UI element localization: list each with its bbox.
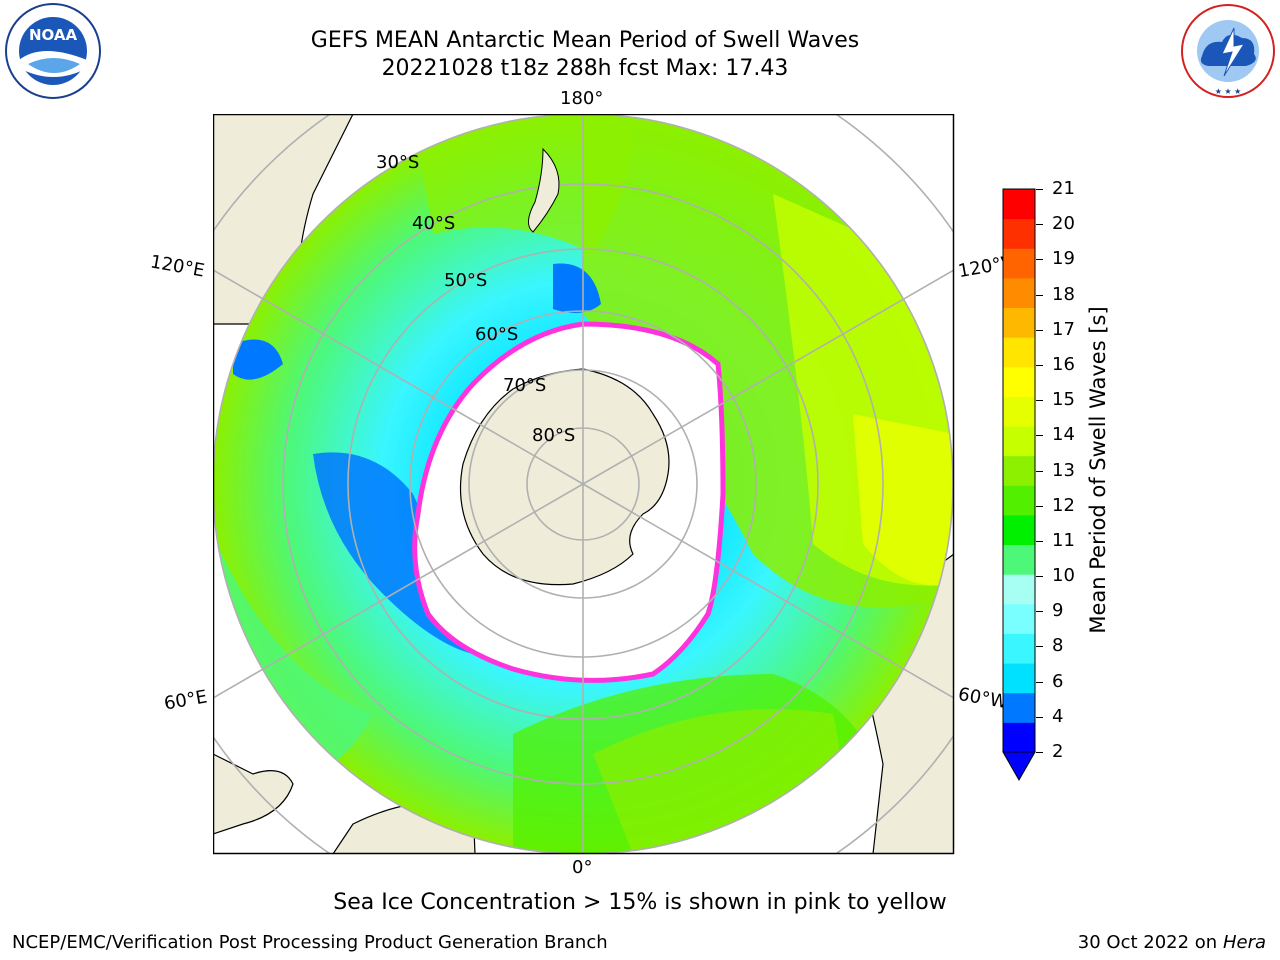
colorbar-band	[1003, 544, 1035, 575]
lon-label-0: 0°	[572, 857, 593, 878]
colorbar-tick-label: 6	[1052, 670, 1064, 692]
colorbar-tick-mark	[1036, 505, 1043, 507]
lon-label-120e: 120°E	[148, 251, 207, 282]
colorbar-tick-mark	[1036, 646, 1043, 648]
colorbar-band	[1003, 189, 1035, 220]
chart-subtitle: 20221028 t18z 288h fcst Max: 17.43	[381, 56, 789, 81]
colorbar-tick-mark	[1036, 400, 1043, 402]
lat-label-80s: 80°S	[532, 425, 576, 446]
colorbar-band	[1003, 337, 1035, 368]
colorbar-tick-label: 19	[1052, 248, 1075, 270]
noaa-logo-text: NOAA	[29, 26, 78, 44]
colorbar-tick-label: 16	[1052, 353, 1075, 375]
colorbar-band	[1003, 455, 1035, 486]
lat-label-50s: 50°S	[444, 270, 488, 291]
map-caption: Sea Ice Concentration > 15% is shown in …	[333, 890, 947, 915]
colorbar-tick-mark	[1036, 329, 1043, 331]
colorbar-tick-mark	[1036, 681, 1043, 683]
colorbar-band	[1003, 307, 1035, 338]
colorbar-band	[1003, 366, 1035, 397]
colorbar-tick-mark	[1036, 189, 1043, 190]
colorbar-band	[1003, 663, 1035, 694]
footer-date: 30 Oct 2022 on Hera	[1078, 932, 1266, 953]
colorbar-tick-label: 8	[1052, 635, 1064, 657]
colorbar-tick-mark	[1036, 716, 1043, 718]
madagascar-land	[213, 753, 294, 835]
colorbar-band	[1003, 722, 1035, 753]
footer-credit: NCEP/EMC/Verification Post Processing Pr…	[12, 932, 608, 953]
colorbar-tick-label: 20	[1052, 213, 1075, 235]
colorbar-tick-label: 15	[1052, 389, 1075, 411]
lon-label-60e: 60°E	[162, 686, 209, 715]
colorbar-tick-label: 13	[1052, 459, 1075, 481]
svg-text:★ ★ ★: ★ ★ ★	[1215, 87, 1242, 96]
lon-label-180: 180°	[560, 88, 604, 109]
colorbar-tick-label: 21	[1052, 178, 1075, 199]
colorbar-band	[1003, 277, 1035, 309]
colorbar-band	[1003, 218, 1035, 249]
colorbar-tick-label: 14	[1052, 424, 1075, 446]
colorbar-band	[1003, 514, 1035, 546]
colorbar-tick-mark	[1036, 435, 1043, 437]
colorbar-tick-label: 12	[1052, 494, 1075, 516]
colorbar	[1002, 188, 1036, 782]
colorbar-band	[1003, 603, 1035, 634]
colorbar-tick-label: 9	[1052, 600, 1064, 622]
antarctica-land	[460, 368, 670, 586]
lat-label-60s: 60°S	[475, 324, 519, 345]
colorbar-tick-label: 10	[1052, 565, 1075, 587]
footer-date-text: 30 Oct 2022 on	[1077, 932, 1223, 953]
colorbar-tick-mark	[1036, 576, 1043, 578]
colorbar-tick-mark	[1036, 752, 1043, 753]
colorbar-tick-mark	[1036, 611, 1043, 613]
chart-title: GEFS MEAN Antarctic Mean Period of Swell…	[310, 28, 860, 53]
footer-machine: Hera	[1222, 932, 1266, 953]
colorbar-band	[1003, 692, 1035, 723]
colorbar-extend-min	[1002, 751, 1036, 782]
colorbar-tick-label: 2	[1052, 741, 1064, 762]
colorbar-band	[1003, 248, 1035, 279]
colorbar-tick-label: 4	[1052, 705, 1064, 727]
colorbar-tick-mark	[1036, 259, 1043, 261]
lat-label-40s: 40°S	[412, 213, 456, 234]
colorbar-band	[1003, 633, 1035, 664]
colorbar-tick-mark	[1036, 470, 1043, 472]
colorbar-tick-mark	[1036, 364, 1043, 366]
colorbar-band	[1003, 426, 1035, 457]
polar-map	[213, 114, 955, 855]
colorbar-tick-mark	[1036, 294, 1043, 296]
nws-logo: ★ ★ ★	[1181, 4, 1275, 98]
colorbar-band	[1003, 574, 1035, 605]
noaa-logo: NOAA	[5, 3, 101, 99]
lat-label-30s: 30°S	[376, 152, 420, 173]
colorbar-band	[1003, 396, 1035, 427]
colorbar-tick-mark	[1036, 540, 1043, 542]
colorbar-band	[1003, 485, 1035, 516]
colorbar-title: Mean Period of Swell Waves [s]	[1086, 306, 1110, 634]
colorbar-tick-label: 17	[1052, 318, 1075, 340]
lat-label-70s: 70°S	[503, 375, 547, 396]
colorbar-tick-label: 11	[1052, 529, 1075, 551]
colorbar-tick-mark	[1036, 224, 1043, 226]
colorbar-tick-label: 18	[1052, 283, 1075, 305]
